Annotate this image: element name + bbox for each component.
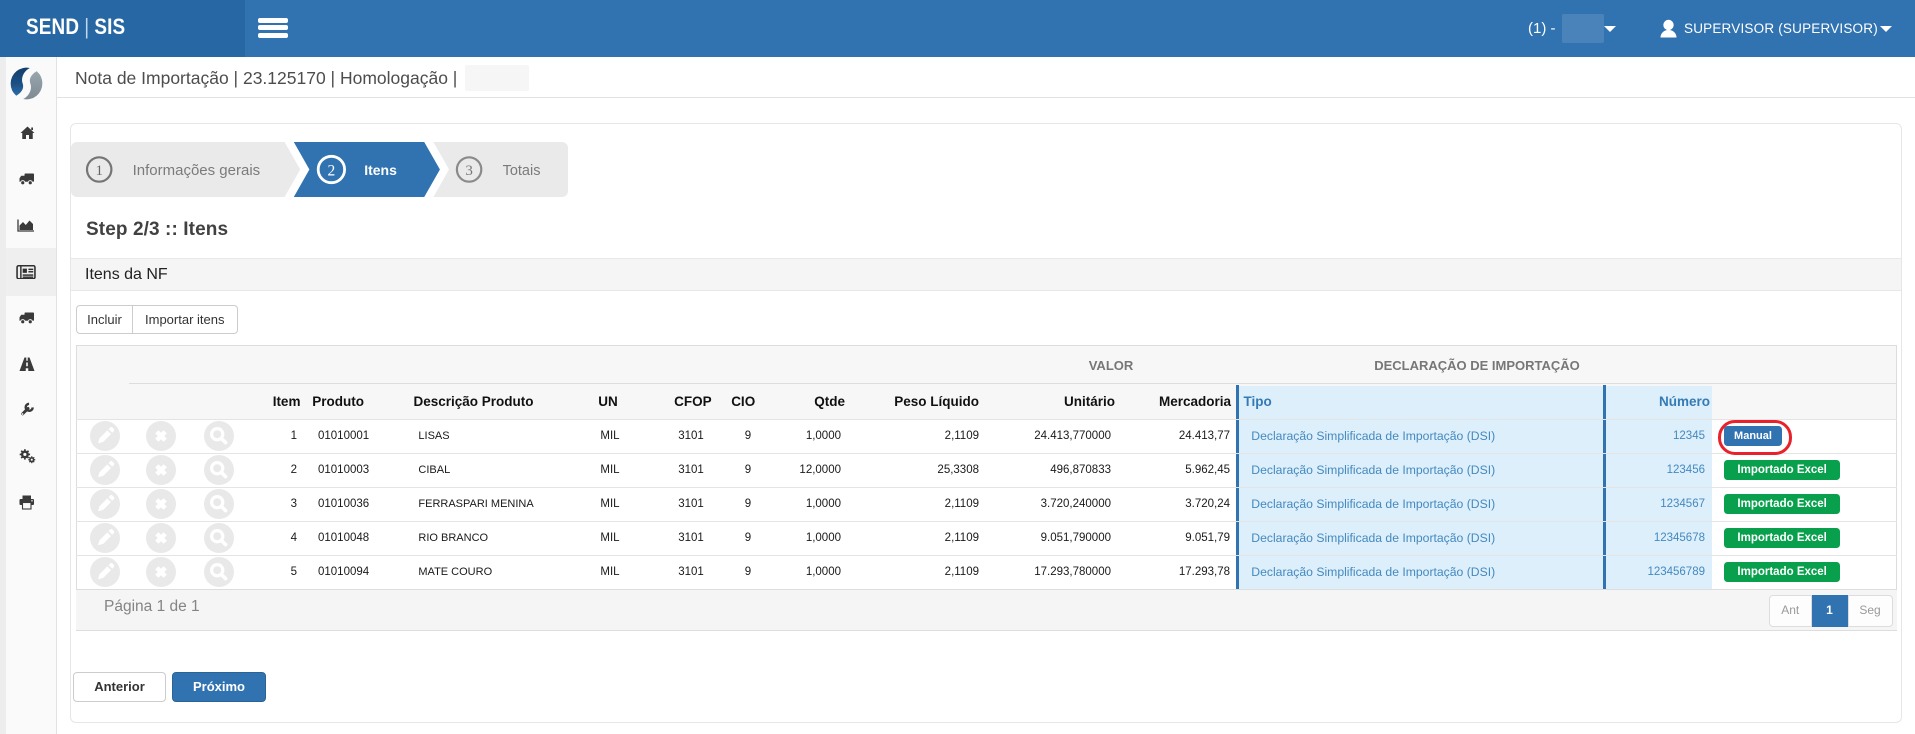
- svg-text:Itens: Itens: [364, 162, 397, 178]
- svg-text:Informações gerais: Informações gerais: [132, 162, 260, 179]
- svg-text:Totais: Totais: [502, 163, 540, 179]
- svg-text:3: 3: [465, 163, 473, 179]
- svg-text:2: 2: [327, 163, 335, 180]
- svg-text:1: 1: [95, 163, 103, 179]
